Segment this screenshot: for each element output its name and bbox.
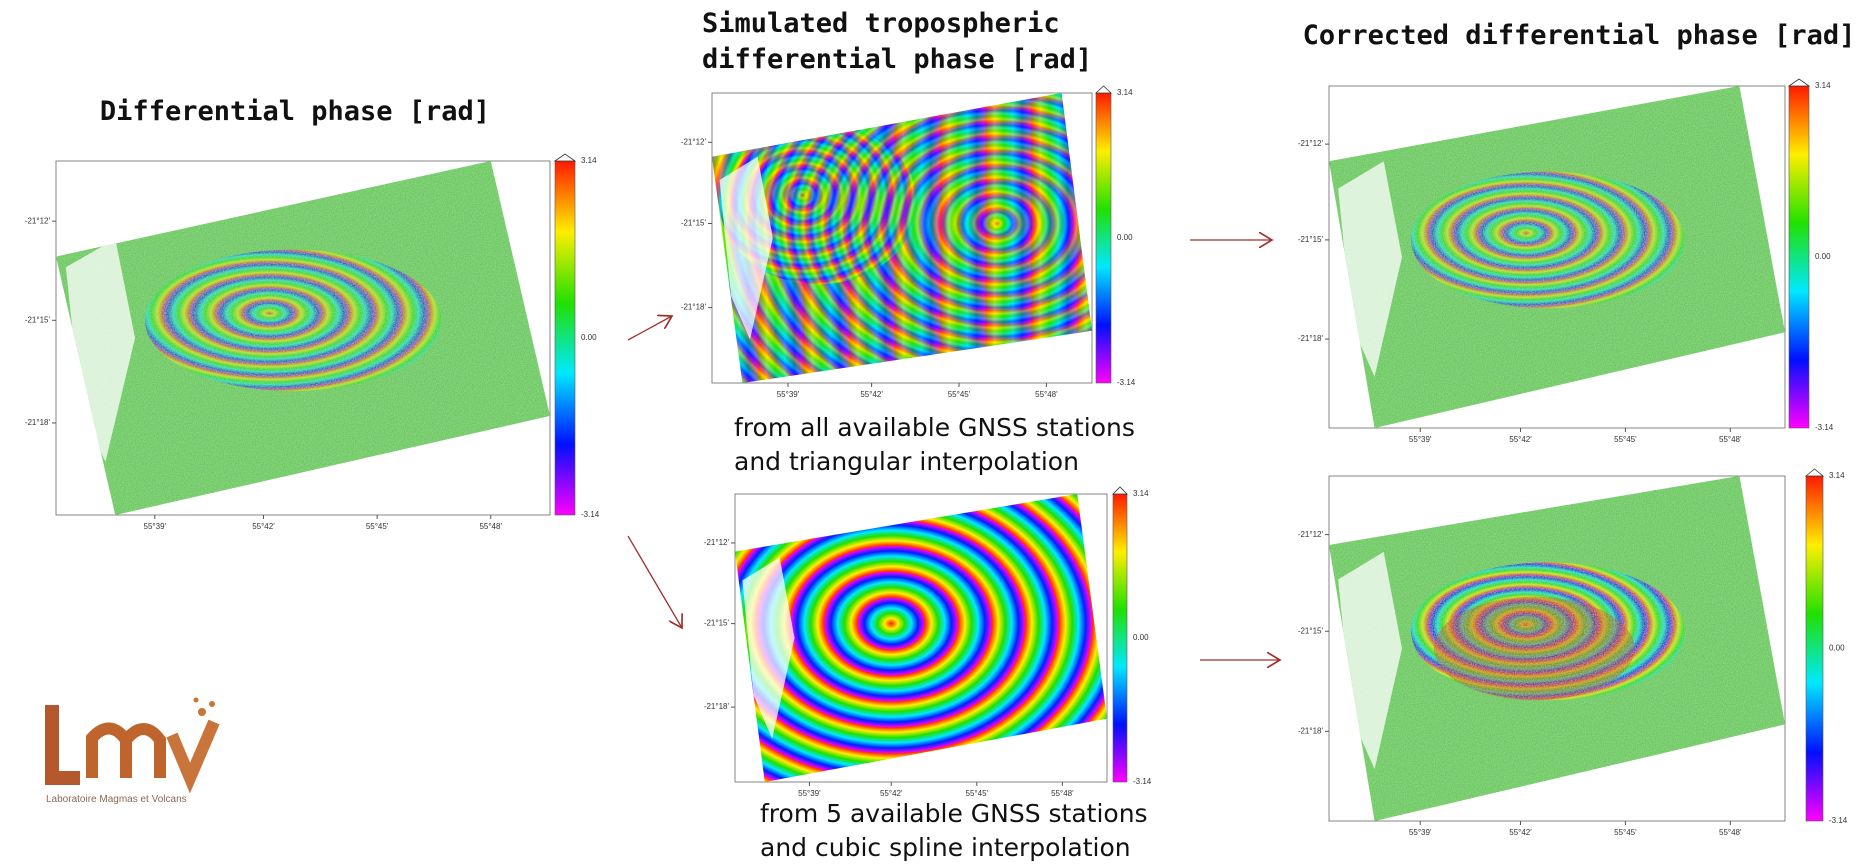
- colorbar-cap: [555, 154, 575, 161]
- caption: from 5 available GNSS stations: [760, 799, 1148, 828]
- colorbar-label: 3.14: [1815, 81, 1831, 90]
- logo-dot: [209, 701, 215, 707]
- caption: from all available GNSS stations: [734, 413, 1135, 442]
- lat-label: -21°18': [1298, 334, 1324, 343]
- lat-label: -21°18': [1298, 726, 1324, 735]
- colorbar-label: 3.14: [1117, 88, 1133, 97]
- lon-label: 55°42': [880, 789, 903, 798]
- logo-text: Laboratoire Magmas et Volcans: [46, 794, 187, 805]
- lat-label: -21°12': [681, 137, 707, 146]
- lon-label: 55°48': [1051, 789, 1074, 798]
- lon-label: 55°39': [798, 789, 821, 798]
- colorbar: [1806, 476, 1823, 821]
- colorbar-label: 0.00: [1133, 633, 1149, 642]
- colorbar-label: -3.14: [1117, 378, 1136, 387]
- map-panel: -21°12' -21°15' -21°18' 55°39' 55°42' 55°45' 5…: [25, 154, 600, 531]
- colorbar-label: 0.00: [1815, 252, 1831, 261]
- colorbar: [1113, 494, 1127, 782]
- lon-label: 55°48': [1719, 828, 1742, 837]
- colorbar-label: 0.00: [1829, 644, 1845, 653]
- colorbar-cap: [1113, 487, 1127, 494]
- slide: Differential phase [rad] Simulated tropo…: [0, 0, 1865, 864]
- colorbar-label: -3.14: [1829, 816, 1848, 825]
- lat-label: -21°12': [1298, 530, 1324, 539]
- lon-label: 55°45': [948, 390, 971, 399]
- lon-label: 55°39': [1409, 828, 1432, 837]
- lon-label: 55°45': [366, 522, 389, 531]
- lon-label: 55°42': [1509, 435, 1532, 444]
- map-panel: -21°12' -21°15' -21°18' 55°39' 55°42' 55°45' 5…: [1298, 79, 1834, 444]
- lat-label: -21°15': [1298, 235, 1324, 244]
- colorbar-label: 0.00: [581, 333, 597, 342]
- logo-mark: [92, 728, 160, 778]
- logo-dot: [198, 708, 206, 716]
- lat-label: -21°15': [704, 619, 730, 628]
- map-panel: -21°12' -21°15' -21°18' 55°39' 55°42' 55°45' 5…: [681, 86, 1136, 399]
- logo-dot: [194, 698, 199, 703]
- colorbar-label: 3.14: [1829, 471, 1845, 480]
- colorbar-label: 0.00: [1117, 233, 1133, 242]
- map-panel: -21°12' -21°15' -21°18' 55°39' 55°42' 55°45' 5…: [704, 487, 1152, 798]
- colorbar-label: 3.14: [1133, 489, 1149, 498]
- lat-label: -21°18': [704, 702, 730, 711]
- colorbar-cap: [1789, 79, 1809, 86]
- logo: Laboratoire Magmas et Volcans: [46, 698, 215, 806]
- lat-label: -21°12': [1298, 139, 1324, 148]
- lon-label: 55°48': [1719, 435, 1742, 444]
- lon-label: 55°45': [1614, 435, 1637, 444]
- lat-label: -21°18': [25, 418, 51, 427]
- lat-label: -21°15': [681, 219, 707, 228]
- logo-mark: [172, 722, 214, 778]
- panel-title: differential phase [rad]: [702, 44, 1092, 75]
- panel-title: Corrected differential phase [rad]: [1303, 20, 1856, 51]
- lat-label: -21°18': [681, 303, 707, 312]
- caption: and triangular interpolation: [734, 447, 1079, 476]
- colorbar: [1096, 93, 1111, 383]
- colorbar: [555, 161, 575, 515]
- logo-mark: [52, 705, 80, 778]
- lon-label: 55°45': [966, 789, 989, 798]
- lon-label: 55°42': [860, 390, 883, 399]
- lon-label: 55°48': [479, 522, 502, 531]
- lat-label: -21°15': [1298, 626, 1324, 635]
- lon-label: 55°39': [1409, 435, 1432, 444]
- lon-label: 55°45': [1614, 828, 1637, 837]
- lat-label: -21°15': [25, 315, 51, 324]
- map-panel: -21°12' -21°15' -21°18' 55°39' 55°42' 55°45' 5…: [1298, 469, 1848, 837]
- lat-label: -21°12': [25, 216, 51, 225]
- colorbar: [1789, 86, 1809, 428]
- caption: and cubic spline interpolation: [760, 833, 1131, 862]
- arrow: [628, 536, 682, 628]
- colorbar-cap: [1806, 469, 1823, 476]
- lon-label: 55°42': [252, 522, 275, 531]
- colorbar-label: -3.14: [1133, 777, 1152, 786]
- lon-label: 55°39': [144, 522, 167, 531]
- colorbar-label: 3.14: [581, 156, 597, 165]
- lon-label: 55°42': [1509, 828, 1532, 837]
- lon-label: 55°48': [1035, 390, 1058, 399]
- panel-title: Simulated tropospheric: [702, 8, 1060, 39]
- colorbar-label: -3.14: [581, 510, 600, 519]
- panel-title: Differential phase [rad]: [100, 96, 490, 127]
- lat-label: -21°12': [704, 538, 730, 547]
- lon-label: 55°39': [777, 390, 800, 399]
- arrow: [628, 316, 672, 340]
- colorbar-cap: [1096, 86, 1111, 93]
- colorbar-label: -3.14: [1815, 423, 1834, 432]
